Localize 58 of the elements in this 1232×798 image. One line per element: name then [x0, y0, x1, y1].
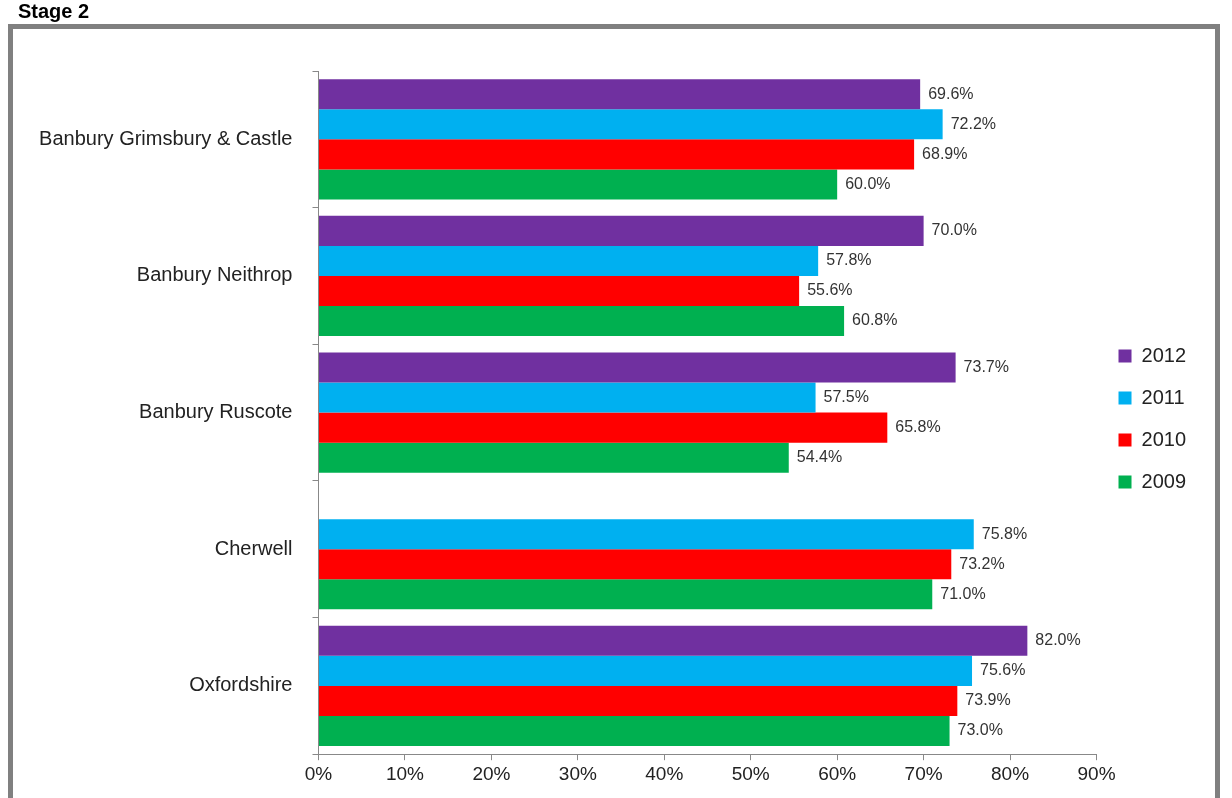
data-label: 82.0% — [1035, 631, 1081, 649]
x-tick-label: 20% — [472, 762, 511, 784]
x-tick-label: 50% — [731, 762, 770, 784]
data-label: 72.2% — [950, 114, 997, 132]
bar — [319, 352, 956, 383]
bar — [319, 169, 838, 200]
bar — [319, 412, 888, 443]
data-label: 65.8% — [895, 418, 941, 436]
x-tick-label: 70% — [904, 762, 943, 784]
x-tick-label: 60% — [818, 762, 857, 784]
data-label: 73.2% — [959, 554, 1005, 572]
y-tick-label: Cherwell — [214, 536, 293, 559]
data-label: 60.0% — [845, 174, 891, 192]
y-tick-label: Banbury Grimsbury & Castle — [39, 126, 293, 149]
y-tick-label: Banbury Neithrop — [136, 263, 293, 286]
data-label: 60.8% — [852, 311, 898, 329]
bar — [319, 275, 800, 307]
x-tick-label: 10% — [385, 762, 425, 784]
data-label: 73.7% — [963, 357, 1009, 375]
x-tick-label: 30% — [558, 762, 597, 784]
bar — [319, 579, 933, 610]
bar — [319, 215, 924, 246]
data-label: 75.8% — [981, 524, 1028, 542]
x-tick-label: 40% — [645, 762, 684, 784]
data-label: 69.6% — [928, 84, 974, 102]
bar — [319, 625, 1028, 656]
data-label: 55.6% — [807, 281, 853, 299]
legend-label: 2010 — [1141, 427, 1187, 450]
bar — [319, 519, 974, 550]
bar — [319, 685, 958, 716]
data-label: 57.5% — [823, 387, 869, 405]
data-label: 57.8% — [826, 251, 872, 269]
bar — [319, 549, 952, 580]
bar — [319, 655, 973, 686]
data-label: 68.9% — [922, 144, 968, 162]
bar — [319, 139, 915, 170]
data-label: 71.0% — [940, 584, 986, 602]
legend-label: 2011 — [1141, 385, 1185, 408]
y-tick-label: Oxfordshire — [189, 673, 293, 696]
y-tick-label: Banbury Ruscote — [139, 400, 293, 423]
bar — [319, 306, 845, 337]
bar — [319, 245, 819, 276]
bar — [319, 442, 789, 473]
bar — [319, 382, 816, 413]
legend-label: 2012 — [1141, 343, 1187, 366]
bar — [319, 79, 921, 110]
bar — [319, 715, 950, 746]
bar — [319, 109, 943, 140]
x-tick-label: 80% — [991, 762, 1030, 784]
data-label: 73.0% — [957, 721, 1003, 739]
text: Stage 2 — [18, 0, 90, 22]
data-label: 73.9% — [965, 691, 1011, 709]
x-tick-label: 90% — [1077, 762, 1116, 784]
x-tick-label: 0% — [304, 762, 333, 784]
data-label: 75.6% — [980, 661, 1026, 679]
data-label: 54.4% — [796, 448, 843, 466]
legend-label: 2009 — [1141, 469, 1187, 492]
data-label: 70.0% — [931, 221, 977, 239]
